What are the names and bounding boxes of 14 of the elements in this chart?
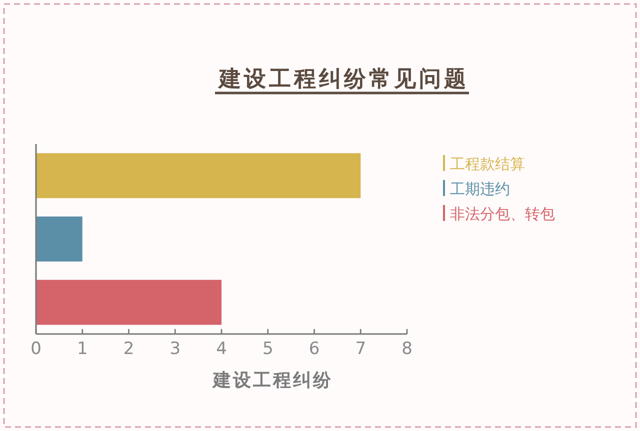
x-tick-label: 7: [355, 339, 366, 359]
x-tick-label: 6: [308, 339, 320, 359]
legend-label: 非法分包、转包: [450, 205, 555, 223]
x-tick-label: 8: [402, 339, 412, 359]
x-axis-title: 建设工程纠纷: [211, 370, 333, 391]
x-tick-label: 0: [30, 339, 42, 359]
x-tick-label: 2: [123, 339, 134, 359]
legend-label: 工期违约: [450, 180, 510, 198]
chart-title: 建设工程纠纷常见问题: [217, 67, 469, 92]
legend-label: 工程款结算: [450, 155, 525, 173]
x-tick-label: 3: [170, 339, 181, 359]
x-tick-label: 4: [216, 339, 227, 359]
x-tick-label: 5: [262, 339, 274, 359]
x-tick-label: 1: [76, 339, 88, 359]
